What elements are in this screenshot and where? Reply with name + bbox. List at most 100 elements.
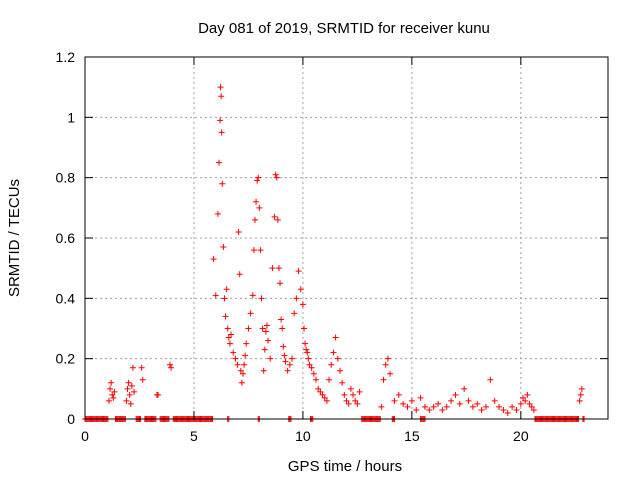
data-point [269, 265, 276, 272]
x-axis-label: GPS time / hours [288, 458, 402, 475]
x-tick-label: 15 [404, 428, 420, 444]
data-point [312, 376, 319, 383]
data-point [234, 361, 241, 368]
y-tick-label: 1 [67, 109, 75, 125]
data-point [279, 325, 286, 332]
data-point [578, 385, 585, 392]
data-point [302, 340, 309, 347]
data-point [496, 403, 503, 410]
data-point [243, 340, 250, 347]
data-point [277, 280, 284, 287]
data-point [249, 292, 256, 299]
data-point [258, 295, 265, 302]
data-point [107, 385, 114, 392]
data-point [216, 159, 223, 166]
data-point [260, 367, 267, 374]
data-point [273, 174, 280, 181]
data-point [214, 210, 221, 217]
data-point [465, 397, 472, 404]
data-point [275, 265, 282, 272]
data-point [395, 391, 402, 398]
data-point [522, 397, 529, 404]
data-point [286, 361, 293, 368]
data-point [251, 216, 258, 223]
data-point [255, 174, 262, 181]
y-tick-label: 0 [67, 411, 75, 427]
data-point [223, 286, 230, 293]
data-point [350, 391, 357, 398]
data-point [261, 346, 268, 353]
data-point [247, 310, 254, 317]
x-tick-label: 10 [295, 428, 311, 444]
data-point [126, 391, 133, 398]
data-point [347, 385, 354, 392]
data-point [291, 310, 298, 317]
data-point [129, 364, 136, 371]
y-tick-label: 0.6 [56, 230, 76, 246]
data-point [131, 388, 138, 395]
data-point [408, 397, 415, 404]
data-point [332, 334, 339, 341]
data-point [155, 391, 162, 398]
data-point [217, 117, 224, 124]
data-point [293, 295, 300, 302]
markers [82, 84, 588, 422]
data-point [577, 391, 584, 398]
data-point [110, 394, 117, 401]
y-tick-label: 1.2 [56, 49, 76, 65]
data-point [217, 84, 224, 91]
data-point [487, 376, 494, 383]
data-point [299, 301, 306, 308]
data-point [297, 286, 304, 293]
data-point [443, 403, 450, 410]
data-point [430, 403, 437, 410]
axis-ticks: 0 0.2 0.4 0.6 0.8 1 1.2 0 5 10 15 20 [56, 49, 608, 444]
data-point [576, 397, 583, 404]
data-point [241, 361, 248, 368]
data-point [271, 213, 278, 220]
data-point [111, 388, 118, 395]
data-point [435, 400, 442, 407]
data-point [280, 343, 287, 350]
data-point [220, 244, 227, 251]
data-point [343, 397, 350, 404]
data-point [225, 334, 232, 341]
data-point [263, 322, 270, 329]
data-point [452, 391, 459, 398]
data-point [257, 247, 264, 254]
data-point [305, 355, 312, 362]
data-point [235, 228, 242, 235]
data-point [222, 313, 229, 320]
data-point [281, 352, 288, 359]
data-point [491, 397, 498, 404]
data-point [404, 403, 411, 410]
data-point [520, 394, 527, 401]
data-point [278, 316, 285, 323]
data-point [384, 355, 391, 362]
data-point [166, 361, 173, 368]
data-point [224, 325, 231, 332]
y-tick-label: 0.2 [56, 351, 76, 367]
data-point [123, 397, 130, 404]
y-tick-label: 0.8 [56, 170, 76, 186]
data-point [380, 376, 387, 383]
data-point [341, 391, 348, 398]
data-point [239, 370, 246, 377]
data-point [526, 400, 533, 407]
grid [85, 57, 608, 419]
data-point [513, 406, 520, 413]
data-point [259, 325, 266, 332]
data-point [128, 382, 135, 389]
data-point [336, 367, 343, 374]
data-point [218, 129, 225, 136]
data-point [242, 352, 249, 359]
data-point [138, 364, 145, 371]
data-point [326, 376, 333, 383]
data-point [500, 406, 507, 413]
y-axis-label: SRMTID / TECUs [6, 179, 23, 297]
data-point [334, 355, 341, 362]
data-point [321, 394, 328, 401]
data-point [127, 400, 134, 407]
data-point [250, 247, 257, 254]
